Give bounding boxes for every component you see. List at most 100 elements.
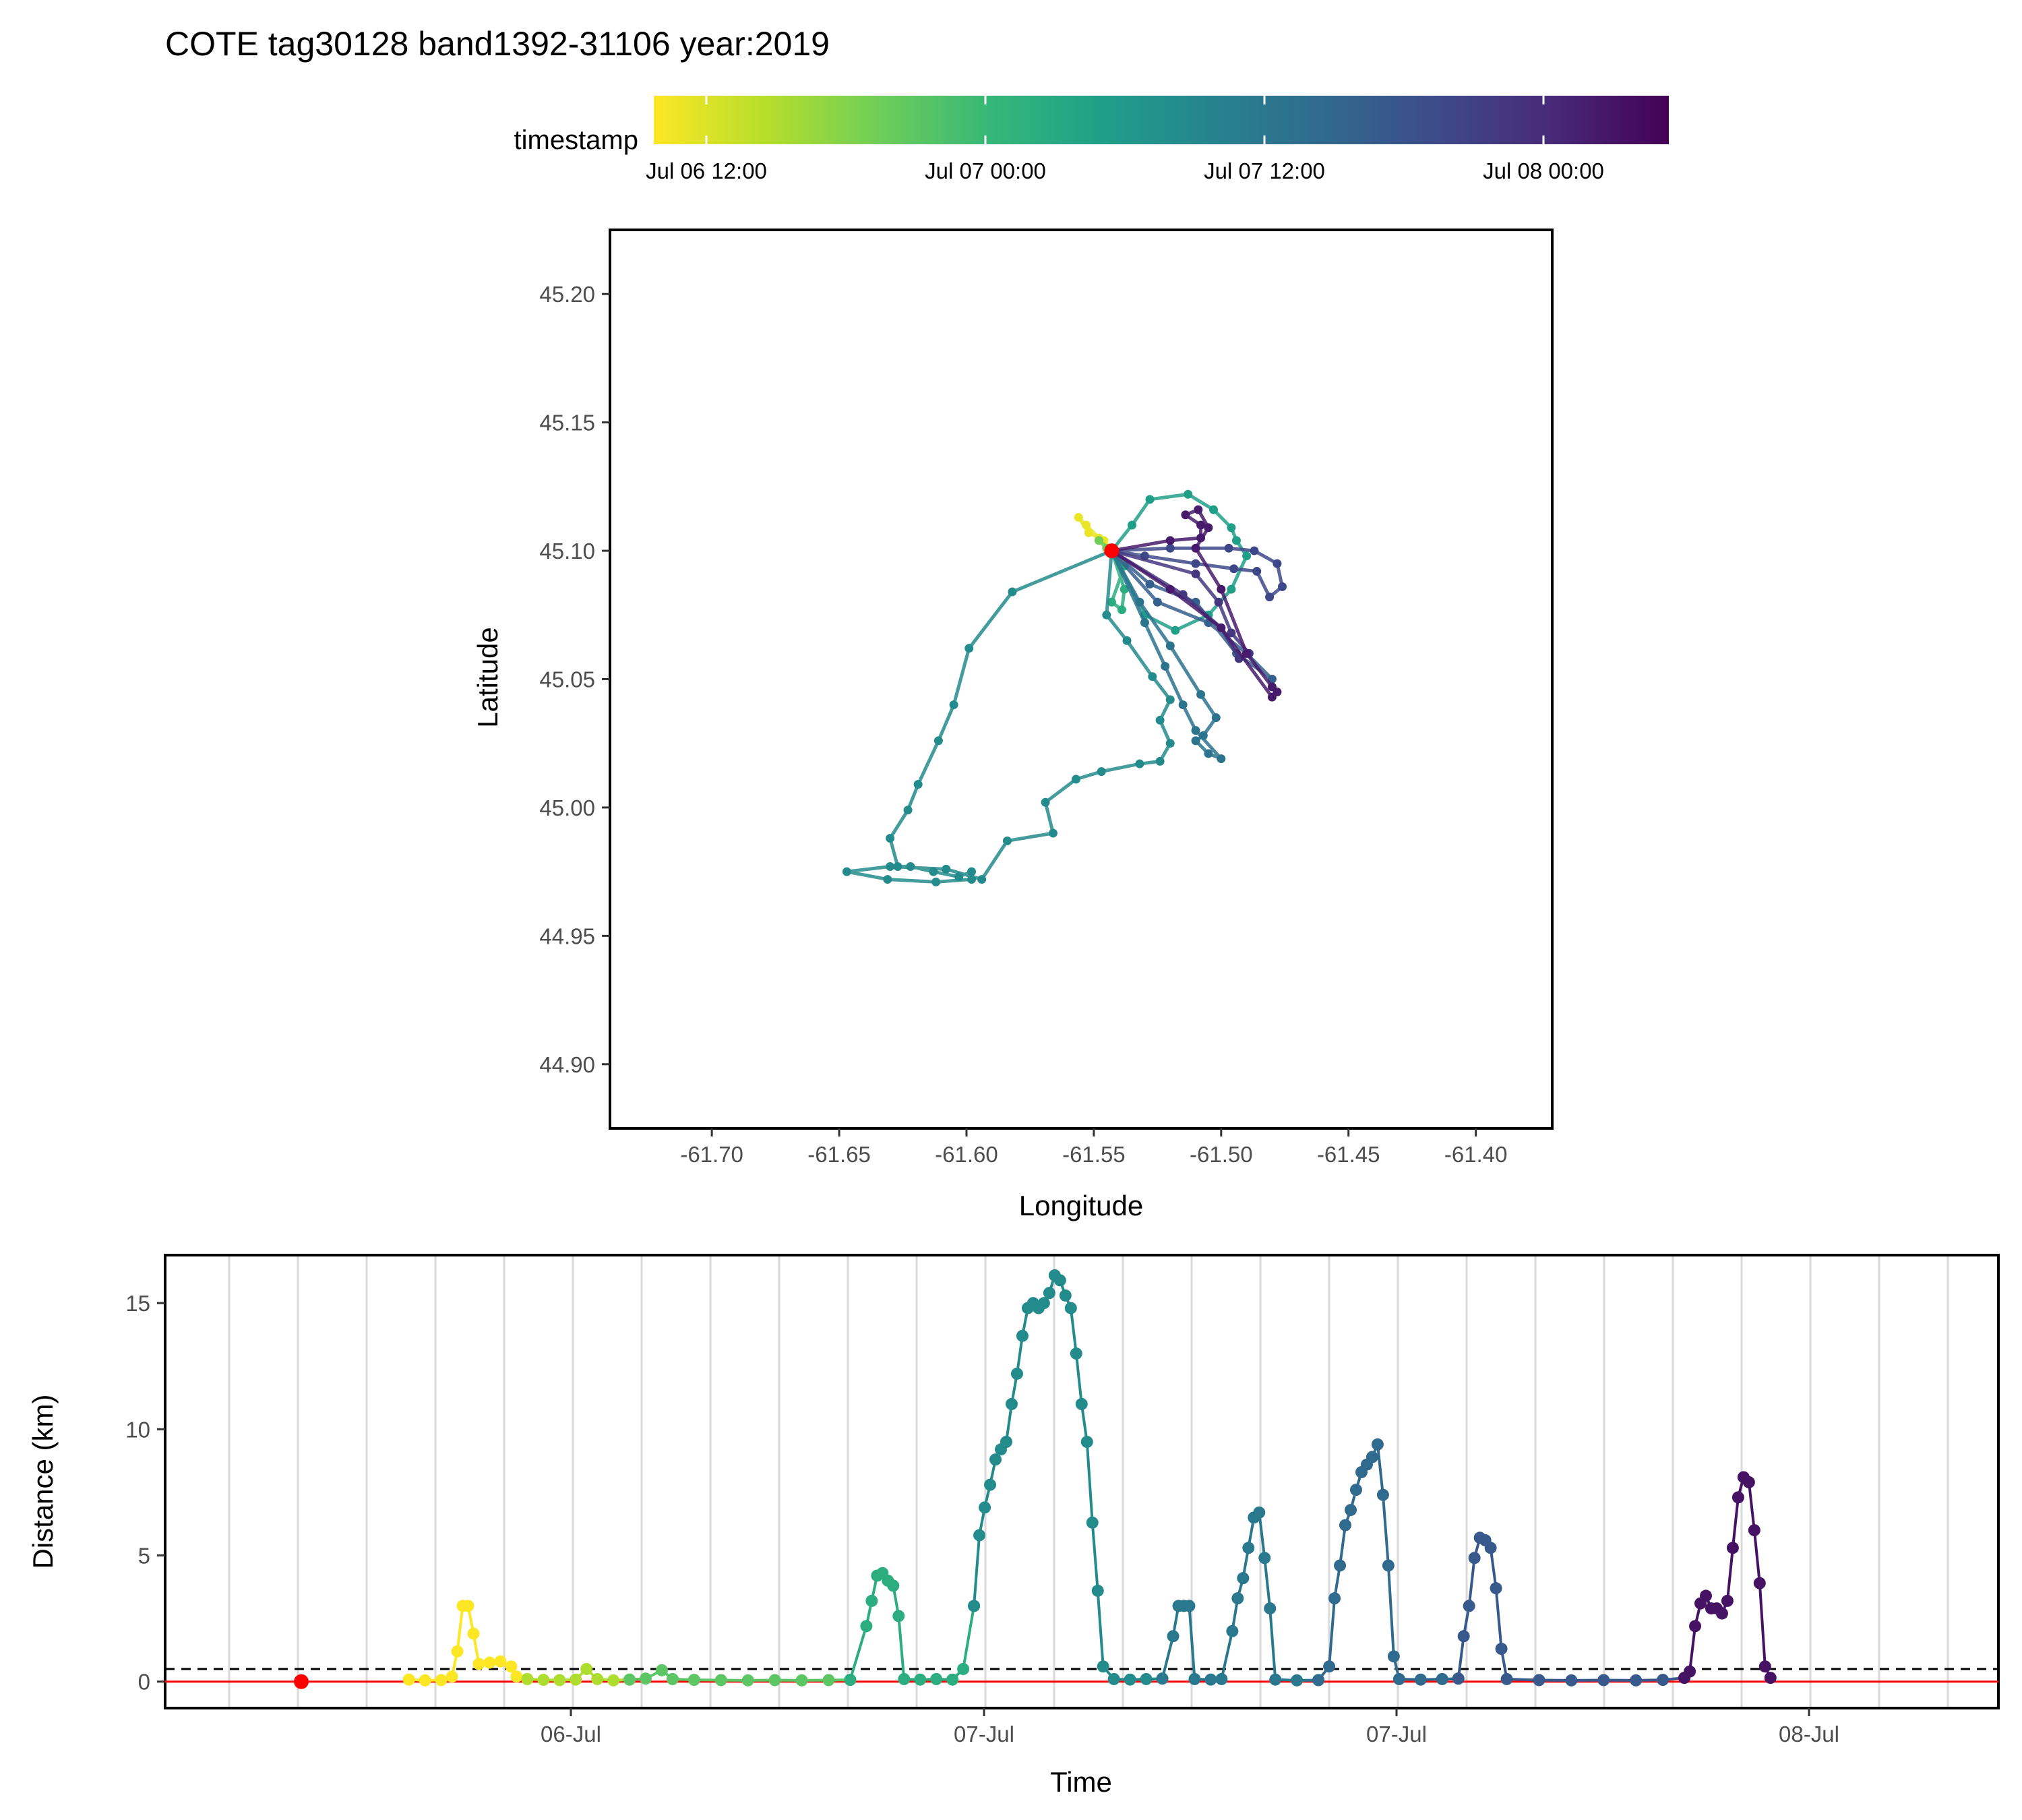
map-track-point bbox=[1153, 597, 1162, 607]
map-y-tick-label: 45.00 bbox=[539, 795, 595, 820]
map-x-axis-title: Longitude bbox=[1019, 1190, 1144, 1221]
map-y-tick-label: 45.20 bbox=[539, 282, 595, 307]
map-track-point bbox=[1102, 610, 1111, 619]
map-track-point bbox=[1191, 569, 1200, 578]
distance-point bbox=[1630, 1674, 1643, 1687]
map-track-point bbox=[931, 877, 941, 886]
map-track-point bbox=[1191, 726, 1200, 735]
map-track-point bbox=[1252, 567, 1262, 576]
map-track-point bbox=[964, 644, 974, 653]
distance-x-tick-label: 08-Jul bbox=[1779, 1722, 1839, 1747]
distance-point bbox=[914, 1673, 927, 1686]
map-track-point bbox=[1194, 505, 1203, 514]
distance-point bbox=[844, 1674, 857, 1687]
distance-point bbox=[607, 1674, 620, 1687]
distance-point bbox=[1533, 1674, 1545, 1687]
distance-point bbox=[1689, 1620, 1702, 1633]
distance-point bbox=[1215, 1672, 1228, 1685]
map-track-point bbox=[842, 867, 851, 876]
distance-point bbox=[623, 1673, 636, 1686]
distance-point bbox=[822, 1674, 835, 1687]
distance-point bbox=[1484, 1542, 1497, 1554]
distance-point bbox=[1124, 1673, 1136, 1686]
distance-point bbox=[1237, 1572, 1250, 1585]
distance-point bbox=[1037, 1297, 1050, 1310]
distance-point bbox=[1382, 1559, 1395, 1572]
distance-point bbox=[1366, 1451, 1378, 1463]
distance-point bbox=[1376, 1488, 1389, 1501]
distance-y-axis-title: Distance (km) bbox=[27, 1394, 59, 1569]
map-tracks bbox=[842, 489, 1287, 886]
map-track-point bbox=[1181, 510, 1190, 520]
distance-point bbox=[1500, 1672, 1513, 1685]
distance-point bbox=[483, 1656, 496, 1669]
map-track-point bbox=[933, 736, 943, 746]
distance-point bbox=[1059, 1289, 1072, 1302]
distance-y-tick-label: 15 bbox=[125, 1291, 150, 1316]
map-track-point bbox=[1048, 828, 1058, 838]
map-track-point bbox=[1227, 584, 1236, 594]
map-y-tick-label: 45.15 bbox=[539, 411, 595, 435]
map-track-point bbox=[1217, 754, 1226, 764]
distance-point bbox=[1742, 1476, 1755, 1488]
distance-point bbox=[1436, 1672, 1448, 1685]
map-track-segment bbox=[1110, 549, 1223, 761]
map-track-point bbox=[1165, 739, 1175, 748]
map-x-tick-label: -61.55 bbox=[1062, 1142, 1126, 1167]
distance-panel: 06-Jul 07-Jul 07-Jul 08-Jul 0 5 10 15 Time Dist… bbox=[27, 1254, 2000, 1798]
map-track-point bbox=[929, 867, 938, 876]
distance-point bbox=[1107, 1672, 1120, 1685]
distance-point bbox=[1392, 1672, 1405, 1685]
distance-point bbox=[1167, 1630, 1180, 1643]
distance-point bbox=[1345, 1504, 1357, 1517]
distance-point bbox=[1764, 1672, 1777, 1685]
distance-series bbox=[294, 1269, 1777, 1689]
distance-point bbox=[1565, 1674, 1578, 1687]
map-track-point bbox=[1094, 536, 1103, 545]
map-track-point bbox=[1165, 543, 1175, 553]
map-track-point bbox=[1196, 690, 1206, 699]
map-track-segment bbox=[845, 549, 1172, 884]
map-track-point bbox=[1242, 648, 1252, 658]
distance-x-tick-label: 07-Jul bbox=[1366, 1722, 1427, 1747]
legend-colorbar bbox=[654, 96, 1669, 144]
distance-point bbox=[1053, 1274, 1066, 1287]
map-track-point bbox=[1191, 543, 1200, 553]
legend-title: timestamp bbox=[514, 125, 639, 155]
distance-point bbox=[1075, 1397, 1088, 1410]
distance-point bbox=[946, 1673, 959, 1686]
map-track-point bbox=[886, 834, 895, 843]
distance-x-tick-label: 06-Jul bbox=[541, 1722, 601, 1747]
map-track-point bbox=[1171, 626, 1180, 635]
distance-point bbox=[419, 1674, 431, 1687]
distance-point bbox=[1253, 1506, 1266, 1519]
distance-point bbox=[666, 1672, 679, 1685]
distance-point bbox=[1758, 1660, 1771, 1673]
distance-point bbox=[1231, 1592, 1244, 1605]
map-y-axis-title: Latitude bbox=[472, 627, 503, 727]
distance-point bbox=[968, 1600, 981, 1612]
map-track-point bbox=[1267, 692, 1277, 702]
map-track-point bbox=[1217, 623, 1226, 632]
map-track-point bbox=[1208, 505, 1218, 514]
map-track-point bbox=[1122, 636, 1132, 645]
map-track-point bbox=[1074, 513, 1083, 522]
map-track-point bbox=[967, 867, 977, 876]
distance-point bbox=[1715, 1607, 1728, 1620]
distance-point bbox=[989, 1453, 1002, 1466]
map-track-point bbox=[1265, 593, 1275, 602]
map-track-point bbox=[893, 862, 902, 872]
map-track-point bbox=[1145, 580, 1155, 589]
distance-point bbox=[1495, 1643, 1508, 1656]
distance-y-tick-label: 0 bbox=[138, 1670, 150, 1695]
distance-point bbox=[1334, 1559, 1347, 1572]
map-track-point bbox=[1041, 797, 1050, 807]
map-x-tick-label: -61.50 bbox=[1190, 1142, 1253, 1167]
distance-point bbox=[505, 1660, 518, 1673]
map-track-point bbox=[1140, 618, 1149, 628]
distance-point bbox=[1016, 1329, 1029, 1342]
distance-point bbox=[1010, 1367, 1023, 1380]
map-track-point bbox=[883, 875, 892, 884]
distance-point bbox=[1468, 1552, 1481, 1565]
